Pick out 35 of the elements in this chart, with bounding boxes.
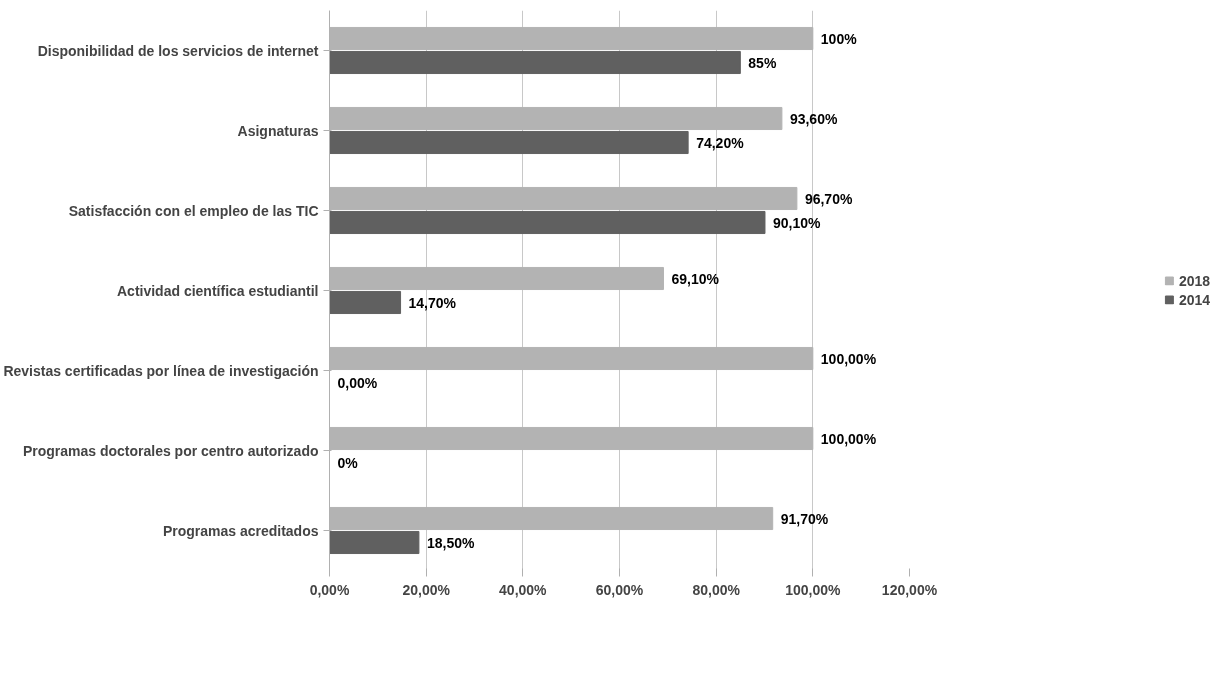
legend-label: 2018	[1178, 272, 1211, 289]
bar	[329, 530, 420, 555]
data-label: 91,70%	[780, 510, 829, 527]
y-tick-label: Revistas certificadas por línea de investigación	[3, 362, 319, 379]
x-tick-label: 60,00%	[595, 581, 644, 598]
y-tick-label: Actividad científica estudiantil	[117, 282, 319, 299]
x-tick-label: 80,00%	[692, 581, 741, 598]
data-label: 0%	[337, 454, 359, 471]
data-label: 96,70%	[804, 190, 853, 207]
bar	[329, 210, 766, 235]
data-label: 18,50%	[426, 534, 475, 551]
x-tick-label: 40,00%	[499, 581, 548, 598]
bar	[329, 50, 741, 75]
y-tick-label: Asignaturas	[237, 122, 319, 139]
data-label: 69,10%	[671, 270, 720, 287]
bar	[329, 130, 689, 155]
legend-label: 2014	[1178, 291, 1211, 308]
x-tick-label: 120,00%	[881, 581, 938, 598]
y-tick-label: Programas acreditados	[162, 522, 319, 539]
x-tick-label: 100,00%	[785, 581, 842, 598]
y-tick-label: Disponibilidad de los servicios de internet	[37, 42, 319, 59]
data-label: 100,00%	[820, 430, 877, 447]
data-label: 100,00%	[820, 350, 877, 367]
data-label: 90,10%	[772, 214, 822, 231]
data-label: 74,20%	[696, 134, 745, 151]
data-label: 100%	[820, 30, 858, 47]
data-label: 85%	[748, 54, 777, 71]
data-label: 93,60%	[789, 110, 838, 127]
y-tick-label: Programas doctorales por centro autorizado	[22, 442, 319, 459]
x-tick-label: 0,00%	[309, 581, 350, 598]
bar	[329, 290, 402, 315]
x-tick-label: 20,00%	[402, 581, 451, 598]
data-label: 0,00%	[337, 374, 378, 391]
y-tick-label: Satisfacción con el empleo de las TIC	[68, 202, 319, 219]
data-label: 14,70%	[408, 294, 457, 311]
